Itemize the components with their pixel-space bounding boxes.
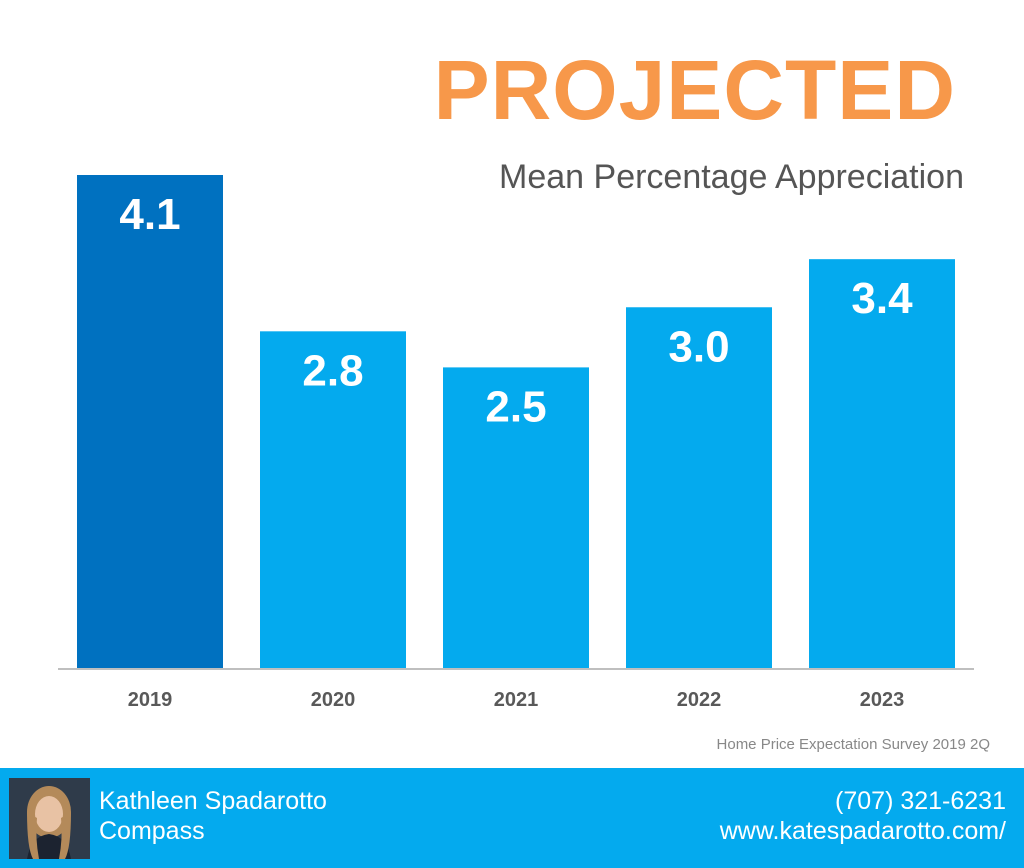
- bar-2020: [260, 331, 406, 668]
- bar-value-label-2020: 2.8: [302, 346, 363, 395]
- agent-company: Compass: [99, 817, 205, 845]
- bar-value-label-2022: 3.0: [668, 322, 729, 371]
- agent-website-link[interactable]: www.katespadarotto.com/: [719, 817, 1006, 845]
- bar-2019: [77, 175, 223, 668]
- x-tick-label-2021: 2021: [494, 689, 539, 711]
- bar-value-label-2021: 2.5: [485, 382, 546, 431]
- x-tick-label-2023: 2023: [860, 689, 905, 711]
- bar-2022: [626, 307, 772, 668]
- agent-photo: [9, 778, 90, 859]
- bar-chart: 4.1 2019 2.8 2020 2.5 2021 3.0 2022 3.4 2023: [58, 175, 974, 711]
- source-note: Home Price Expectation Survey 2019 2Q: [716, 736, 990, 753]
- x-tick-label-2019: 2019: [128, 689, 173, 711]
- x-tick-label-2020: 2020: [311, 689, 356, 711]
- chart-subtitle: Mean Percentage Appreciation: [499, 158, 964, 196]
- footer-bar: Kathleen Spadarotto Compass (707) 321-62…: [0, 768, 1024, 868]
- bar-value-label-2023: 3.4: [851, 274, 913, 323]
- x-tick-label-2022: 2022: [677, 689, 722, 711]
- agent-phone[interactable]: (707) 321-6231: [835, 787, 1006, 815]
- agent-name: Kathleen Spadarotto: [99, 787, 327, 815]
- bar-2023: [809, 259, 955, 668]
- chart-title: PROJECTED: [433, 43, 956, 137]
- bar-2021: [443, 367, 589, 668]
- bar-value-label-2019: 4.1: [119, 190, 180, 239]
